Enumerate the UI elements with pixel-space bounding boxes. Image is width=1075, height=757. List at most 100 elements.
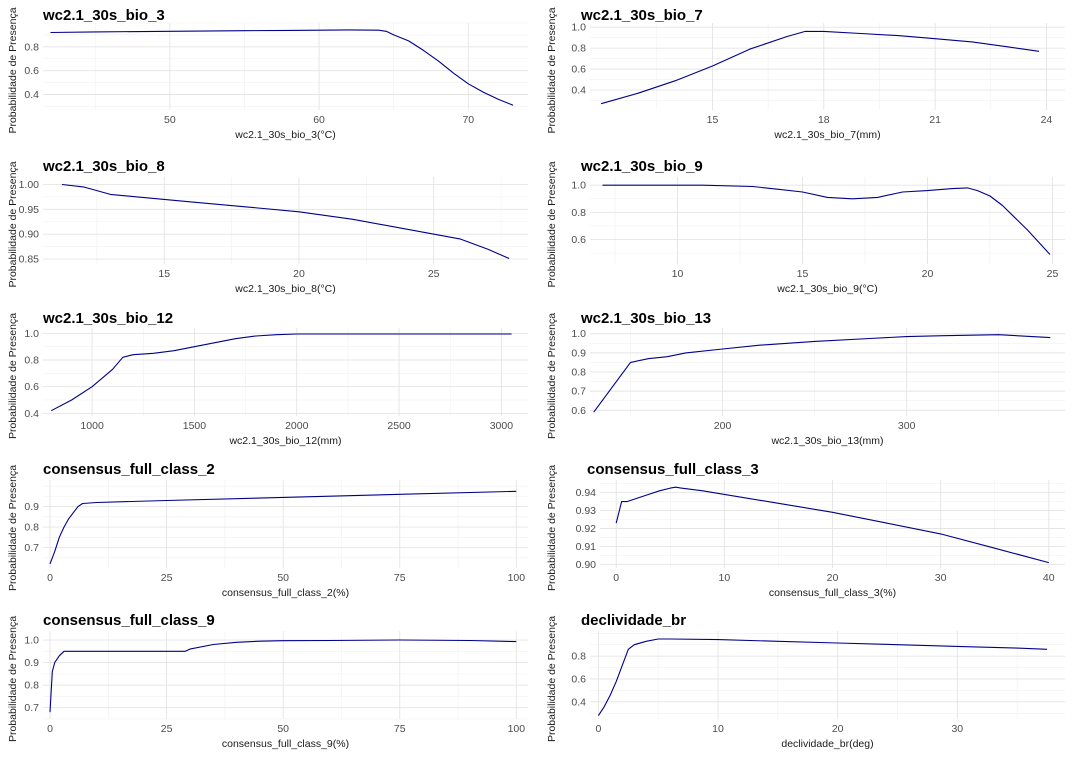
y-tick-label: 0.90 [19, 229, 40, 241]
panel-title: consensus_full_class_2 [43, 461, 215, 478]
x-tick-label: 200 [714, 420, 732, 432]
y-tick-label: 0.85 [19, 254, 40, 266]
x-tick-label: 40 [1043, 572, 1055, 584]
y-tick-label: 0.7 [571, 386, 586, 398]
x-tick-label: 1500 [183, 420, 207, 432]
y-tick-label: 0.8 [571, 367, 586, 379]
y-tick-label: 0.9 [24, 657, 39, 669]
y-tick-label: 0.6 [571, 674, 586, 686]
y-tick-label: 1.00 [19, 179, 40, 191]
y-tick-label: 0.6 [24, 381, 39, 393]
y-tick-label: 0.8 [24, 41, 39, 53]
response-curve [615, 486, 1049, 564]
x-tick-label: 10 [712, 723, 724, 735]
y-tick-label: 0.8 [571, 651, 586, 663]
y-tick-label: 1.0 [24, 635, 39, 647]
y-tick-label: 0.8 [24, 680, 39, 692]
x-tick-label: 2000 [285, 420, 309, 432]
response-curve [50, 29, 514, 106]
y-tick-label: 0.93 [576, 505, 597, 517]
x-tick-label: 50 [277, 572, 289, 584]
y-axis-label: Probabilidade de Presença [7, 465, 19, 591]
y-axis-label: Probabilidade de Presença [7, 616, 19, 742]
x-tick-label: 0 [595, 723, 601, 735]
x-tick-label: 50 [277, 723, 289, 735]
x-tick-label: 3000 [490, 420, 514, 432]
panel-7: 0 10 20 30 40 0.90 0.91 0.92 0.93 0.94 consensus_f… [546, 461, 1065, 599]
y-axis-label: Probabilidade de Presença [546, 313, 558, 439]
panel-title: wc2.1_30s_bio_13 [580, 310, 711, 327]
x-axis-label: consensus_full_class_2(%) [222, 587, 349, 599]
x-tick-label: 2500 [387, 420, 411, 432]
y-tick-label: 0.90 [576, 559, 597, 571]
x-tick-label: 70 [462, 114, 474, 126]
y-tick-label: 0.7 [24, 542, 39, 554]
y-axis-label: Probabilidade de Presença [546, 7, 558, 133]
response-curve [593, 334, 1051, 413]
y-tick-label: 0.4 [571, 696, 586, 708]
y-axis-label: Probabilidade de Presença [546, 161, 558, 287]
y-axis-label: Probabilidade de Presença [546, 616, 558, 742]
response-curve [597, 638, 1048, 716]
x-tick-label: 18 [818, 114, 830, 126]
x-tick-label: 10 [719, 572, 731, 584]
y-tick-label: 0.91 [576, 541, 597, 553]
y-tick-label: 0.6 [571, 405, 586, 417]
x-tick-label: 21 [929, 114, 941, 126]
x-axis-label: consensus_full_class_3(%) [769, 587, 896, 599]
x-tick-label: 15 [707, 114, 719, 126]
x-axis-label: declividade_br(deg) [781, 738, 873, 750]
x-tick-label: 50 [164, 114, 176, 126]
response-curve [49, 490, 517, 565]
y-tick-label: 0.9 [571, 347, 586, 359]
x-tick-label: 25 [428, 268, 440, 280]
y-tick-label: 0.6 [571, 64, 586, 76]
x-tick-label: 20 [832, 723, 844, 735]
panel-4: 1000 1500 2000 2500 30000.40.60.81.0wc2.1_30… [7, 310, 528, 447]
panel-6: 0 25 50 75 100 0.7 0.8 0.9 consensus_full_class_… [7, 461, 528, 599]
y-axis-label: Probabilidade de Presença [7, 7, 19, 133]
response-curve [602, 184, 1051, 255]
panel-9: 0 10 20 30 0.4 0.6 0.8 declividade_br declividad… [546, 612, 1065, 750]
response-curve [49, 639, 517, 713]
x-tick-label: 20 [827, 572, 839, 584]
panel-title: wc2.1_30s_bio_8 [42, 158, 165, 175]
x-tick-label: 0 [613, 572, 619, 584]
panel-3: 10 15 20 25 0.6 0.8 1.0 wc2.1_30s_bio_9 wc2.1_30… [546, 158, 1065, 295]
x-tick-label: 24 [1041, 114, 1053, 126]
x-axis-label: wc2.1_30s_bio_8(°C) [234, 283, 336, 295]
y-axis-label: Probabilidade de Presença [7, 161, 19, 287]
y-tick-label: 0.4 [571, 85, 586, 97]
y-tick-label: 0.94 [576, 487, 597, 499]
x-tick-label: 25 [161, 572, 173, 584]
y-axis-label: Probabilidade de Presença [7, 313, 19, 439]
panel-title: consensus_full_class_9 [43, 612, 215, 629]
x-axis-label: consensus_full_class_9(%) [222, 738, 349, 750]
panel-8: 0 25 50 75 100 0.7 0.8 0.9 1.0 consensus_full_cla… [7, 612, 528, 750]
x-tick-label: 20 [922, 268, 934, 280]
x-tick-label: 100 [508, 723, 526, 735]
x-tick-label: 15 [158, 268, 170, 280]
x-tick-label: 30 [951, 723, 963, 735]
x-tick-label: 1000 [80, 420, 104, 432]
x-tick-label: 60 [313, 114, 325, 126]
x-axis-label: wc2.1_30s_bio_13(mm) [770, 435, 883, 447]
x-tick-label: 25 [161, 723, 173, 735]
response-curve [600, 30, 1040, 105]
response-curve [61, 183, 510, 260]
x-tick-label: 30 [935, 572, 947, 584]
y-tick-label: 0.6 [24, 65, 39, 77]
panel-title: consensus_full_class_3 [587, 461, 759, 478]
x-tick-label: 20 [293, 268, 305, 280]
x-axis-label: wc2.1_30s_bio_9(°C) [776, 283, 878, 295]
y-tick-label: 0.8 [24, 522, 39, 534]
y-tick-label: 0.4 [24, 408, 39, 420]
y-tick-label: 0.9 [24, 501, 39, 513]
panel-0: 50 60 70 0.4 0.6 0.8 wc2.1_30s_bio_3 wc2.1_30s_… [7, 7, 528, 141]
y-tick-label: 0.95 [19, 204, 40, 216]
y-tick-label: 1.0 [571, 328, 586, 340]
y-tick-label: 0.4 [24, 89, 39, 101]
